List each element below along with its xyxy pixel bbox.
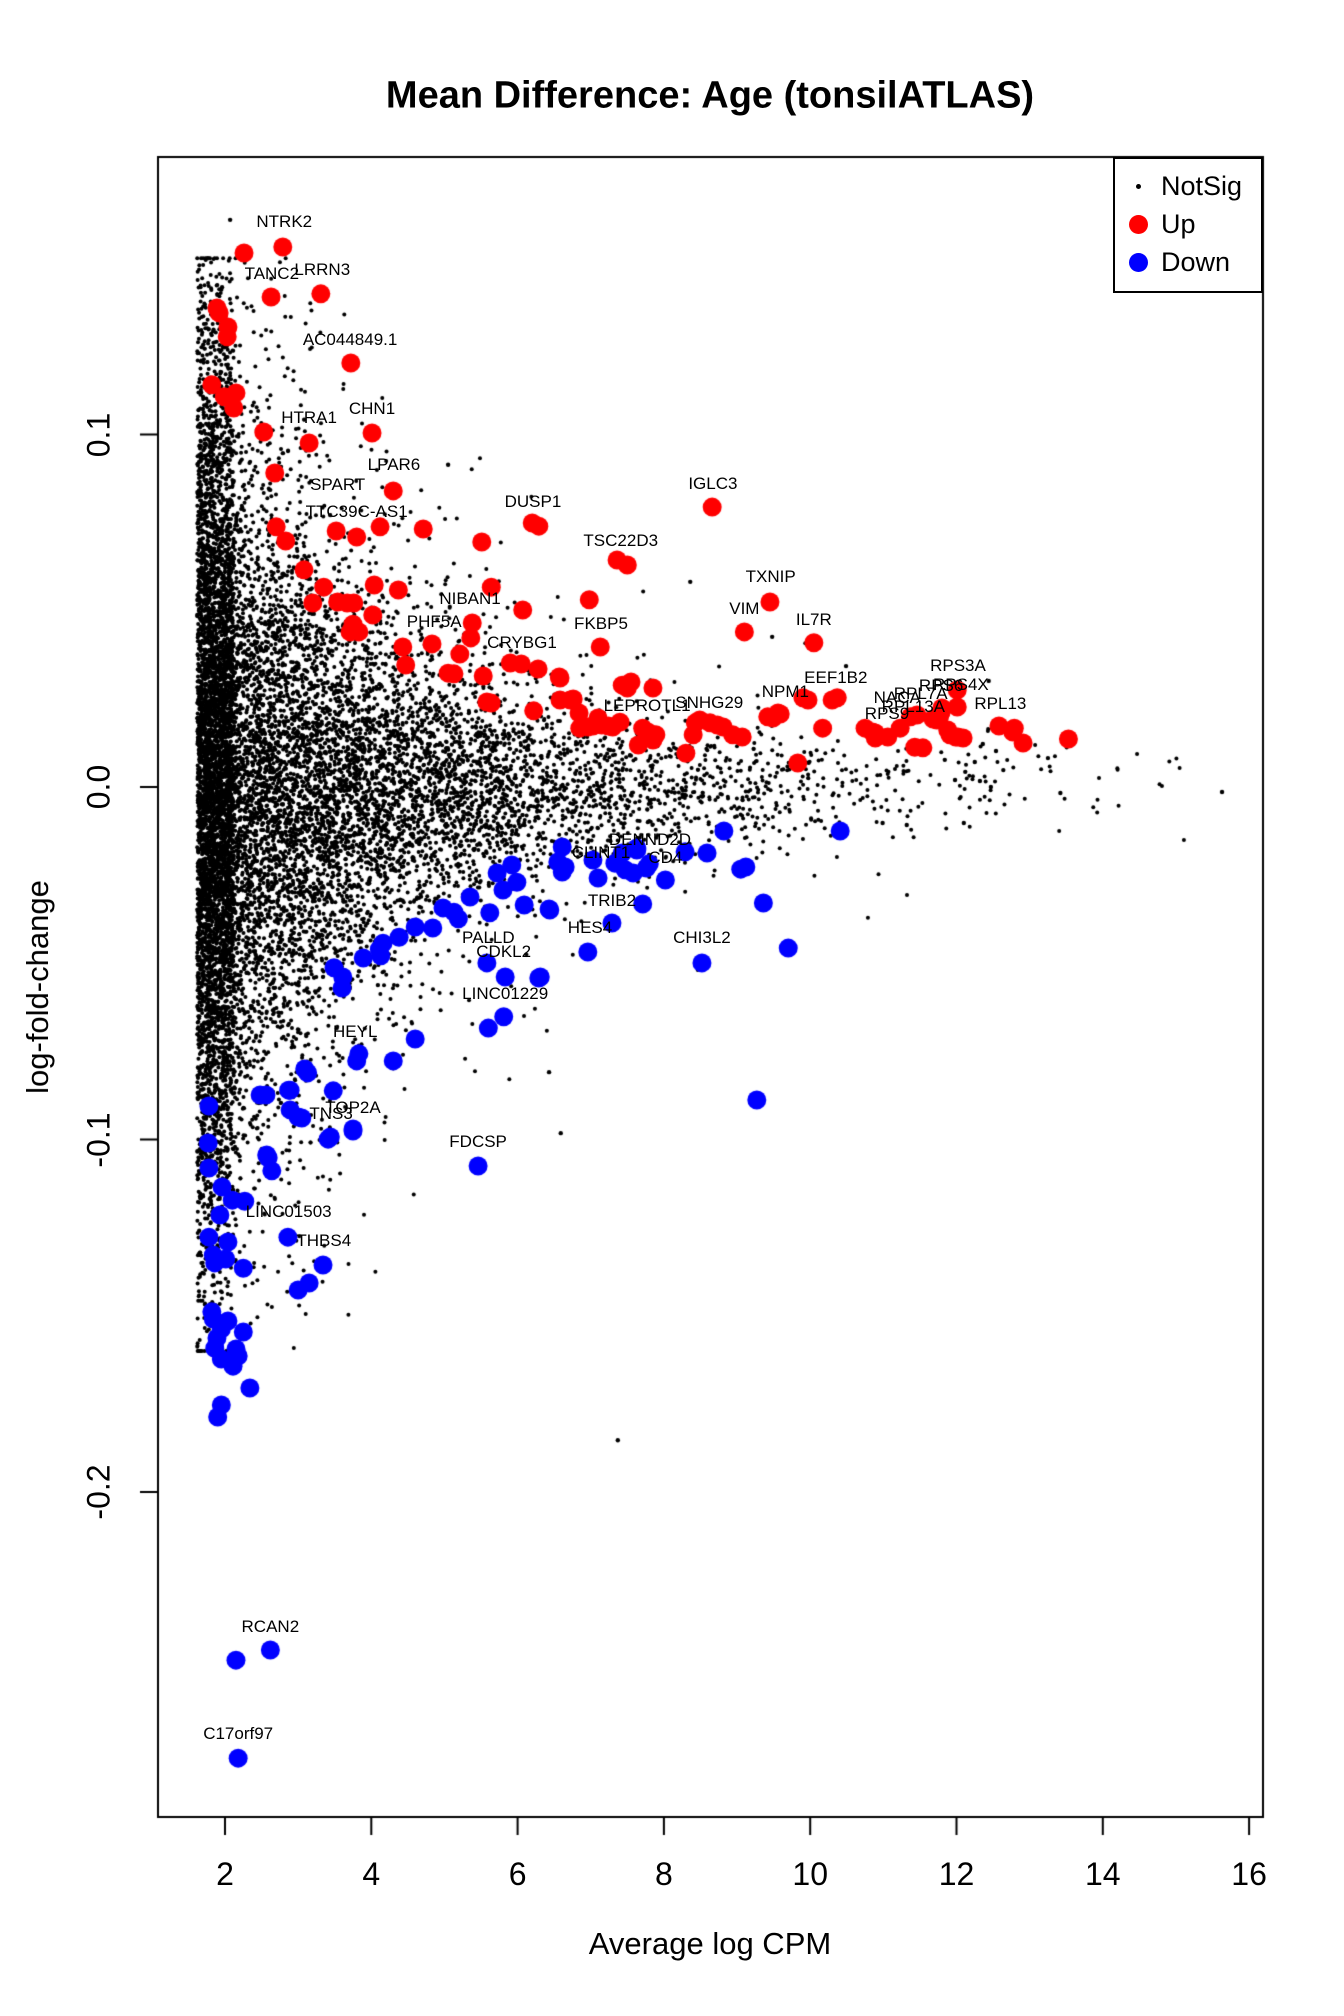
legend-item: Down xyxy=(1115,243,1261,281)
gene-label-up: DUSP1 xyxy=(504,491,562,511)
gene-label-down: DENND2D xyxy=(608,829,692,849)
gene-label-up: TXNIP xyxy=(745,566,796,586)
x-tick-label: 8 xyxy=(654,1856,673,1892)
gene-label-down: PALLD xyxy=(462,927,515,947)
x-axis-title: Average log CPM xyxy=(588,1926,832,1961)
gene-label-down: CHI3L2 xyxy=(673,927,731,947)
x-tick-label: 6 xyxy=(508,1856,527,1892)
page-title: Mean Difference: Age (tonsilATLAS) xyxy=(385,74,1035,117)
gene-label-down: LINC01503 xyxy=(245,1202,332,1222)
gene-label-up: NPM1 xyxy=(761,681,809,701)
gene-label-down: THBS4 xyxy=(296,1231,352,1251)
gene-label-down: LINC01229 xyxy=(462,983,549,1003)
gene-label-up: NTRK2 xyxy=(256,211,313,231)
gene-label-down: HES4 xyxy=(567,918,613,937)
y-tick-label: -0.2 xyxy=(80,1464,117,1520)
gene-label-down: C17orf97 xyxy=(203,1723,274,1743)
gene-label-up: RPS9 xyxy=(864,704,910,724)
gene-label-up: NACA xyxy=(873,687,921,707)
gene-label-up: IL7R xyxy=(795,609,832,629)
gene-label-up: RPL13A xyxy=(881,696,945,716)
gene-label-up: RPL7A xyxy=(893,683,948,703)
gene-label-up: SPART xyxy=(310,474,366,494)
x-tick-label: 12 xyxy=(938,1856,975,1892)
legend-dot-icon xyxy=(1115,183,1161,189)
y-axis-title: log-fold-change xyxy=(20,880,55,1094)
gene-label-up: RPL13 xyxy=(974,694,1027,714)
gene-label-down: CD4 xyxy=(648,847,683,867)
gene-label-up: LRRN3 xyxy=(294,259,351,279)
gene-label-up: IGLC3 xyxy=(688,473,738,493)
gene-label-down: FDCSP xyxy=(449,1131,507,1151)
gene-label-up: PHF5A xyxy=(406,612,462,632)
legend: NotSig Up Down xyxy=(1113,157,1263,293)
x-tick-label: 4 xyxy=(362,1856,381,1892)
gene-label-up: EEF1B2 xyxy=(804,668,868,688)
gene-label-down: CDKL2 xyxy=(476,941,532,961)
x-tick-label: 16 xyxy=(1231,1856,1267,1892)
x-tick-label: 14 xyxy=(1085,1856,1121,1892)
gene-label-up: NIBAN1 xyxy=(439,589,501,609)
gene-label-up: TTC39C-AS1 xyxy=(305,502,408,522)
gene-label-up: RPS4X xyxy=(933,675,989,695)
gene-label-up: VIM xyxy=(729,598,760,618)
x-tick-label: 10 xyxy=(792,1856,828,1892)
gene-label-up: AC044849.1 xyxy=(302,330,398,350)
gene-label-up: TANC2 xyxy=(244,264,300,284)
gene-label-down: TNS3 xyxy=(309,1104,353,1124)
x-tick-label: 2 xyxy=(216,1856,234,1892)
legend-dot-icon xyxy=(1115,252,1161,272)
gene-label-up: TSC22D3 xyxy=(583,530,659,550)
gene-label-up: HTRA1 xyxy=(281,407,337,427)
gene-label-up: RPS3A xyxy=(930,656,986,676)
gene-label-down: HEYL xyxy=(332,1021,378,1041)
gene-label-down: RCAN2 xyxy=(241,1617,300,1636)
legend-item: Up xyxy=(1115,205,1261,243)
gene-label-up: RPS6 xyxy=(918,675,964,695)
legend-label: NotSig xyxy=(1161,170,1243,201)
y-tick-label: 0.1 xyxy=(80,412,117,457)
gene-label-up: SNHG29 xyxy=(675,693,744,713)
gene-label-up: CRYBG1 xyxy=(487,632,557,652)
gene-label-down: TRIB2 xyxy=(587,890,637,910)
gene-label-up: FKBP5 xyxy=(574,614,628,634)
gene-label-down: CLINT1 xyxy=(571,842,631,862)
gene-label-up: LEPROTL1 xyxy=(603,695,691,715)
legend-label: Up xyxy=(1161,208,1196,239)
y-tick-label: -0.1 xyxy=(80,1111,117,1168)
y-tick-label: 0.0 xyxy=(80,764,117,810)
gene-label-up: CHN1 xyxy=(348,399,396,419)
legend-item: NotSig xyxy=(1115,167,1261,205)
legend-dot-icon xyxy=(1115,214,1161,234)
legend-label: Down xyxy=(1161,246,1231,277)
gene-label-up: LPAR6 xyxy=(367,455,421,475)
gene-label-down: TOP2A xyxy=(325,1098,381,1118)
